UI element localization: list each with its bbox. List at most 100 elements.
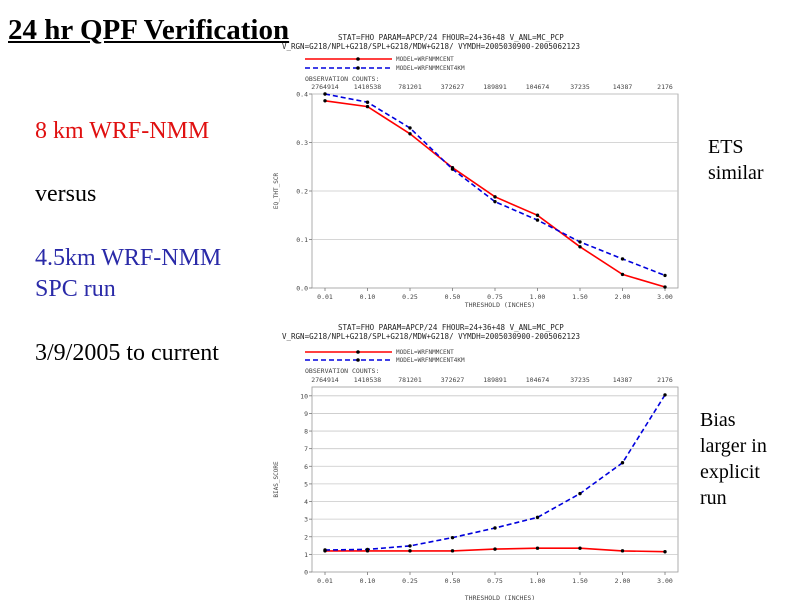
legend-marker-1: [356, 358, 360, 362]
obs-count: 372627: [441, 376, 465, 384]
chart-header-line1: STAT=FHO PARAM=APCP/24 FHOUR=24+36+48 V_…: [338, 323, 564, 332]
data-point: [323, 548, 327, 552]
obs-count: 37235: [570, 83, 590, 91]
chart-header-line2: V_RGN=G218/NPL+G218/SPL+G218/MDW+G218/ V…: [282, 42, 580, 51]
y-tick-label: 2: [304, 533, 308, 541]
obs-count: 2764914: [311, 376, 338, 384]
obs-count: 2176: [657, 83, 673, 91]
data-point: [450, 549, 455, 553]
y-tick-label: 0.3: [296, 139, 308, 147]
data-point: [620, 549, 625, 553]
bias-note-line3: explicit: [700, 461, 760, 483]
x-tick-label: 0.50: [445, 577, 461, 585]
obs-count: 2764914: [311, 83, 338, 91]
x-tick-label: 0.10: [360, 293, 376, 301]
bias-note-line2: larger in: [700, 435, 767, 457]
data-point: [493, 195, 497, 199]
x-tick-label: 1.00: [530, 577, 546, 585]
model-8km-label: 8 km WRF-NMM: [35, 118, 210, 144]
obs-count: 372627: [441, 83, 465, 91]
obs-count: 14387: [613, 83, 633, 91]
data-point: [450, 167, 455, 171]
data-point: [663, 393, 667, 397]
ets-note-line2: similar: [708, 162, 764, 184]
versus-label: versus: [35, 181, 97, 207]
y-axis-label: EQ_THT_SCR: [273, 173, 280, 210]
series-line-wrf-4km: [324, 93, 666, 277]
chart-header-line1: STAT=FHO PARAM=APCP/24 FHOUR=24+36+48 V_…: [338, 33, 564, 42]
data-point: [535, 546, 540, 550]
legend-label-0: MODEL=WRFNMMCENT: [396, 56, 454, 63]
data-point: [450, 535, 455, 540]
legend-marker-0: [356, 57, 360, 61]
data-point: [578, 546, 582, 550]
data-point: [535, 515, 540, 520]
y-tick-label: 9: [304, 410, 308, 418]
obs-count: 37235: [570, 376, 590, 384]
bias-note-line1: Bias: [700, 409, 736, 431]
y-tick-label: 7: [304, 445, 308, 453]
data-point: [408, 549, 412, 553]
data-point: [578, 240, 582, 244]
data-point: [535, 218, 540, 222]
x-tick-label: 0.75: [487, 577, 503, 585]
x-tick-label: 0.50: [445, 293, 461, 301]
obs-count: 1410538: [354, 83, 381, 91]
ets-chart: STAT=FHO PARAM=APCP/24 FHOUR=24+36+48 V_…: [273, 33, 679, 309]
obs-count: 189891: [483, 376, 507, 384]
obs-count: 104674: [526, 376, 550, 384]
date-range-label: 3/9/2005 to current: [35, 340, 219, 366]
legend-label-1: MODEL=WRFNMMCENT4KM: [396, 65, 465, 72]
x-tick-label: 1.50: [572, 293, 588, 301]
data-point: [408, 132, 412, 136]
obs-count: 1410538: [354, 376, 381, 384]
x-tick-label: 0.75: [487, 293, 503, 301]
data-point: [493, 526, 497, 530]
obs-counts-label: OBSERVATION COUNTS:: [305, 75, 379, 83]
bias-chart: STAT=FHO PARAM=APCP/24 FHOUR=24+36+48 V_…: [273, 323, 679, 600]
x-tick-label: 0.25: [402, 577, 418, 585]
ets-note-line1: ETS: [708, 136, 744, 158]
y-tick-label: 6: [304, 463, 308, 471]
legend-marker-1: [356, 66, 360, 70]
obs-count: 781201: [398, 83, 422, 91]
data-point: [535, 213, 540, 217]
data-point: [578, 491, 582, 496]
obs-counts-label: OBSERVATION COUNTS:: [305, 367, 379, 375]
y-axis-label: BIAS_SCORE: [273, 461, 280, 498]
x-tick-label: 0.01: [317, 293, 333, 301]
x-tick-label: 1.00: [530, 293, 546, 301]
data-point: [578, 245, 582, 249]
x-tick-label: 2.00: [615, 293, 631, 301]
obs-count: 104674: [526, 83, 550, 91]
x-tick-label: 3.00: [657, 293, 673, 301]
data-point: [663, 285, 667, 289]
data-point: [620, 461, 625, 465]
y-tick-label: 8: [304, 428, 308, 436]
y-tick-label: 10: [300, 392, 308, 400]
obs-count: 2176: [657, 376, 673, 384]
data-point: [620, 257, 625, 261]
data-point: [408, 544, 412, 548]
x-tick-label: 0.10: [360, 577, 376, 585]
legend-label-1: MODEL=WRFNMMCENT4KM: [396, 357, 465, 364]
x-axis-label: THRESHOLD (INCHES): [465, 594, 535, 600]
obs-count: 781201: [398, 376, 422, 384]
y-tick-label: 0.2: [296, 188, 308, 196]
data-point: [663, 550, 667, 554]
data-point: [493, 547, 497, 551]
series-line-wrf-8km: [324, 100, 666, 288]
chart-header-line2: V_RGN=G218/NPL+G218/SPL+G218/MDW+G218/ V…: [282, 332, 580, 341]
obs-count: 189891: [483, 83, 507, 91]
bias-note: Bias larger in explicit run: [700, 407, 767, 511]
bias-note-line4: run: [700, 487, 727, 509]
x-tick-label: 2.00: [615, 577, 631, 585]
legend-label-0: MODEL=WRFNMMCENT: [396, 349, 454, 356]
x-tick-label: 0.01: [317, 577, 333, 585]
y-tick-label: 4: [304, 498, 308, 506]
x-tick-label: 1.50: [572, 577, 588, 585]
spc-run-label: SPC run: [35, 276, 116, 302]
y-tick-label: 3: [304, 516, 308, 524]
model-4km-label: 4.5km WRF-NMM: [35, 245, 222, 271]
